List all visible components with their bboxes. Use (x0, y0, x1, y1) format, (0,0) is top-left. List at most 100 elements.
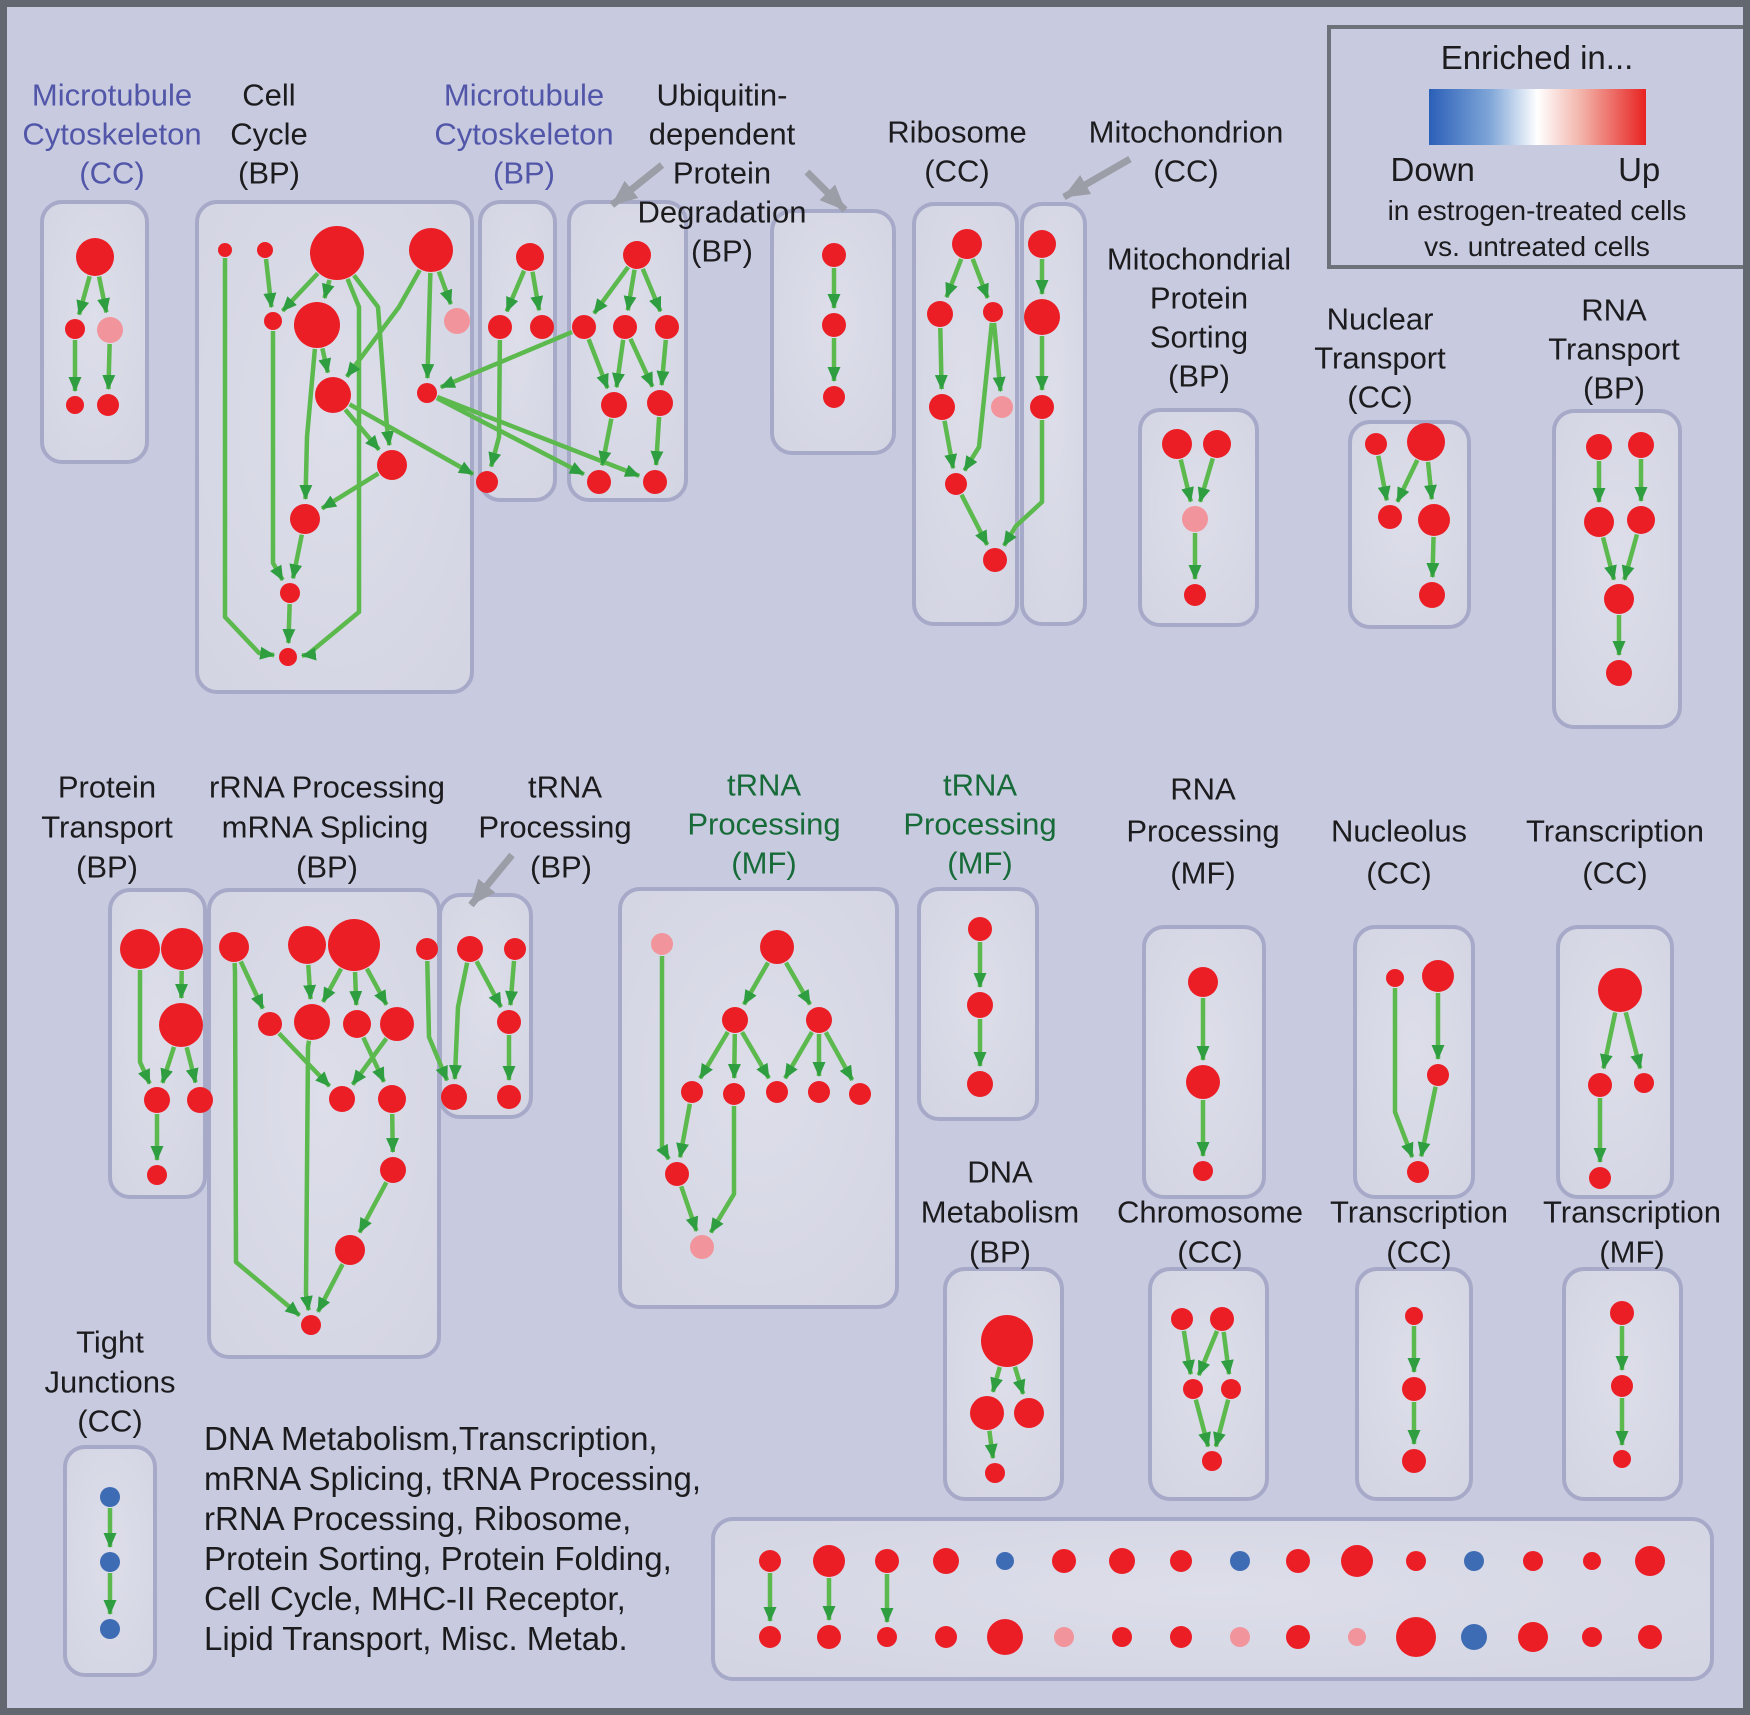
go-term-node (877, 1627, 897, 1647)
go-term-node (409, 228, 453, 272)
cluster-box-transcription-cc-1 (1556, 925, 1674, 1199)
cluster-box-nucleolus-cc (1353, 925, 1475, 1199)
go-term-node (100, 1487, 120, 1507)
cluster-label: Cycle (230, 117, 308, 152)
go-term-node (147, 1165, 167, 1185)
go-term-node (218, 243, 232, 257)
go-term-node (1402, 1449, 1426, 1473)
go-term-node (100, 1619, 120, 1639)
go-term-node (1611, 1375, 1633, 1397)
cluster-label: Transcription (1543, 1195, 1721, 1230)
go-term-node (970, 1396, 1004, 1430)
go-term-node (985, 1463, 1005, 1483)
edge-arrow (676, 1103, 693, 1159)
go-term-node (144, 1087, 170, 1113)
go-term-node (601, 392, 627, 418)
go-term-node (1584, 507, 1614, 537)
go-term-node (377, 450, 407, 480)
go-term-node (257, 242, 273, 258)
go-term-node (952, 229, 982, 259)
edge-arrow (436, 270, 453, 306)
cluster-label: Nuclear (1327, 302, 1434, 337)
go-term-node (1030, 395, 1054, 419)
edge-arrow (708, 1106, 737, 1234)
cluster-label: (CC) (924, 154, 989, 189)
cluster-label: Cytoskeleton (22, 117, 201, 152)
go-term-node (806, 1007, 832, 1033)
legend-subtitle-2: vs. untreated cells (1424, 231, 1650, 262)
cluster-box-rna-processing-mf (1142, 925, 1266, 1199)
cluster-box-microtubule-cc (40, 200, 149, 464)
edge-arrow (623, 269, 637, 312)
go-term-node (279, 648, 297, 666)
label-pointer-arrow (804, 169, 848, 213)
cluster-label: (BP) (691, 234, 753, 269)
go-term-node (1365, 433, 1387, 455)
go-term-node (1112, 1627, 1132, 1647)
legend-up-label: Up (1618, 151, 1661, 188)
go-term-node (530, 315, 554, 339)
go-term-node (1203, 430, 1231, 458)
go-term-node (996, 1552, 1014, 1570)
cluster-label: (CC) (1366, 856, 1431, 891)
edge-arrow (944, 258, 964, 299)
edge-arrow (303, 964, 317, 1001)
go-term-node (97, 317, 123, 343)
edge-arrow (942, 420, 958, 470)
go-term-node (1419, 582, 1445, 608)
go-term-node (1583, 1552, 1601, 1570)
cluster-label: (CC) (1582, 856, 1647, 891)
edge-arrow (348, 402, 475, 477)
cluster-label: Mitochondrial (1107, 242, 1291, 277)
edge-arrow (970, 258, 990, 299)
edge-arrow (488, 339, 503, 468)
go-term-node (1184, 584, 1206, 606)
go-term-node (822, 313, 846, 337)
go-term-node (76, 238, 114, 276)
go-term-node (1014, 1398, 1044, 1428)
misc-line: rRNA Processing, Ribosome, (204, 1500, 632, 1537)
edge-arrow (1181, 1330, 1195, 1376)
edge-arrow (628, 337, 655, 388)
cluster-label: (BP) (969, 1235, 1031, 1270)
edge-arrow (137, 970, 152, 1085)
edge-arrow (640, 267, 663, 313)
go-term-node (935, 1626, 957, 1648)
cluster-label: tRNA (528, 770, 602, 805)
go-term-node (1627, 506, 1655, 534)
cluster-label: Nucleolus (1331, 814, 1467, 849)
edge-arrow (350, 1037, 389, 1086)
go-term-node (1405, 1307, 1423, 1325)
edge-arrow (318, 347, 332, 374)
cluster-label: tRNA (727, 768, 801, 803)
edge-arrow (592, 265, 630, 315)
edge-arrow (321, 279, 335, 299)
go-term-node (290, 504, 320, 534)
go-term-node (1407, 1161, 1429, 1183)
go-term-node (1396, 1617, 1436, 1657)
go-term-node (1523, 1551, 1543, 1571)
cluster-label: Chromosome (1117, 1195, 1303, 1230)
edge-arrow (1426, 536, 1440, 579)
go-term-node (161, 928, 203, 970)
go-term-node (301, 1315, 321, 1335)
cluster-label: Sorting (1150, 320, 1248, 355)
go-term-node (655, 315, 679, 339)
go-term-node (1604, 584, 1634, 614)
cluster-label: (BP) (1168, 359, 1230, 394)
cluster-label: Transcription (1330, 1195, 1508, 1230)
legend-subtitle-1: in estrogen-treated cells (1387, 195, 1687, 226)
edge-arrow (474, 960, 503, 1009)
go-term-node (822, 243, 846, 267)
cluster-label: Microtubule (32, 78, 192, 113)
go-term-node (294, 1004, 330, 1040)
go-term-node (219, 932, 249, 962)
go-term-node (875, 1549, 899, 1573)
go-term-node (65, 319, 85, 339)
misc-annotation: DNA Metabolism,Transcription, mRNA Splic… (204, 1419, 701, 1659)
label-pointer-arrow (609, 162, 665, 208)
go-term-node (1171, 1308, 1193, 1330)
go-term-node (280, 583, 300, 603)
cluster-label: dependent (649, 117, 796, 152)
cluster-label: Transport (1314, 341, 1446, 376)
